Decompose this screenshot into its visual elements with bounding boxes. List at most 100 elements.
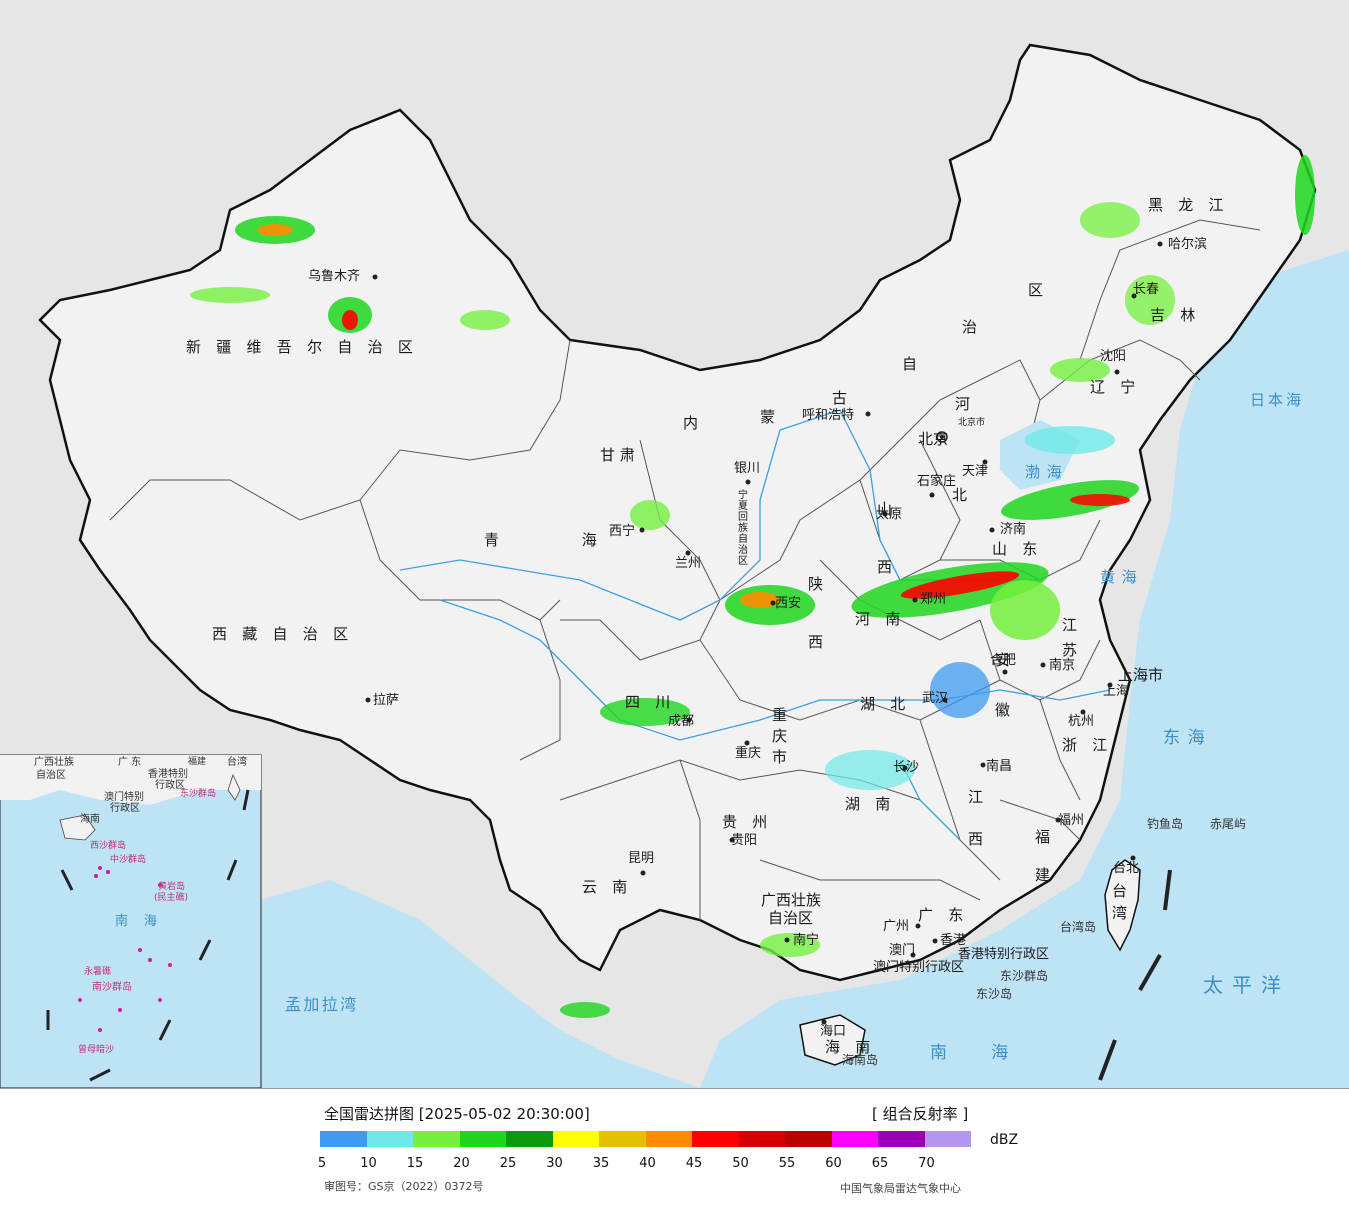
province-gansu: 甘 肃 [600, 446, 635, 464]
province-guangdong: 广 东 [918, 906, 969, 924]
legend-color-swatch [785, 1131, 832, 1147]
inset-xisha: 西沙群岛 [90, 841, 127, 851]
city-changchun: 长春 [1133, 282, 1160, 297]
echo-xinjiang-east [460, 310, 510, 330]
sea-nanhai: 南海 [930, 1043, 1053, 1063]
echo-shandong-core [1070, 494, 1130, 506]
sea-inset-nanhai: 南 海 [115, 914, 163, 929]
legend-tick-label: 10 [360, 1156, 377, 1171]
city-taibei: 台北 [1113, 861, 1140, 876]
echo-hebei [1025, 426, 1115, 454]
legend-tick-label: 45 [685, 1156, 703, 1171]
legend-tick-label: 25 [499, 1156, 517, 1171]
city-lanzhou: 兰州 [675, 556, 702, 571]
province-zhejiang: 浙 江 [1062, 736, 1113, 754]
inset-yongshu: 永暑礁 [84, 967, 112, 977]
province-shandong: 山 东 [992, 540, 1043, 558]
legend-color-swatch [413, 1131, 460, 1147]
province-chongqing: 重 庆 市 [772, 706, 788, 766]
province-neimenggu-1: 区 [1028, 281, 1044, 299]
sea-bohai: 渤海 [1025, 463, 1069, 481]
city-nanchang: 南昌 [986, 759, 1013, 774]
legend-color-swatch [320, 1131, 367, 1147]
legend-tick-label: 15 [406, 1156, 424, 1171]
legend-tick-label: 60 [825, 1156, 842, 1171]
legend-color-swatch [645, 1131, 692, 1147]
legend-product: [ 组合反射率 ] [872, 1105, 969, 1123]
china-mainland [38, 43, 1317, 982]
province-hubei: 湖 北 [860, 695, 911, 713]
island-dongsha-dao: 东沙岛 [976, 987, 1013, 1001]
city-chongqing: 重庆 [735, 746, 762, 761]
city-hangzhou: 杭州 [1068, 714, 1095, 729]
legend-color-swatch [459, 1131, 506, 1147]
legend-tick-label: 40 [639, 1156, 656, 1171]
city-wulumuqi: 乌鲁木齐 [308, 269, 361, 284]
echo-qinghai [630, 500, 670, 530]
legend-color-swatch [878, 1131, 925, 1147]
province-hainan: 海 南 [825, 1038, 876, 1056]
island-hainandao: 海南岛 [842, 1053, 879, 1067]
echo-shaanxi-core [740, 592, 780, 608]
south-china-sea-inset [0, 754, 262, 1088]
city-chengdu: 成都 [668, 714, 695, 729]
sar-xianggang: 香港特别行政区 [958, 947, 1050, 962]
island-diaoyu: 钓鱼岛 [1147, 817, 1184, 831]
sea-mengjiala: 孟加拉湾 [285, 995, 359, 1014]
sea-huanghai: 黄海 [1100, 568, 1144, 586]
province-heilongjiang: 黑 龙 江 [1148, 196, 1229, 214]
province-anhui: 安 徽 [995, 651, 1011, 719]
inset-taiwan: 台湾 [227, 757, 247, 768]
sea-taipingyang: 太平洋 [1203, 973, 1290, 997]
city-changsha: 长沙 [893, 760, 920, 775]
legend-approval: 审图号：GS京（2022）0372号 [324, 1180, 484, 1193]
province-hunan: 湖 南 [845, 795, 896, 813]
city-guangzhou: 广州 [883, 919, 910, 934]
city-hefei: 合肥 [990, 653, 1017, 668]
echo-hunan [825, 750, 915, 790]
legend-tick-label: 55 [778, 1156, 796, 1171]
inset-hk2: 行政区 [155, 780, 185, 791]
legend-tick-label: 50 [732, 1156, 749, 1171]
city-wuhan: 武汉 [922, 691, 949, 706]
city-guiyang: 贵阳 [731, 833, 758, 848]
echo-jilin [1125, 275, 1175, 325]
inset-huangyan2: (民主礁) [154, 893, 189, 903]
inset-zhongsha: 中沙群岛 [110, 855, 147, 865]
radar-echoes [190, 155, 1315, 1018]
province-shanghai: 上海市 [1118, 666, 1164, 684]
inset-hainan: 海南 [80, 814, 100, 825]
legend-panel [0, 1088, 1349, 1209]
city-beijing: 北京 [918, 430, 949, 448]
city-markers [365, 241, 1163, 1025]
city-aomen: 澳门 [889, 943, 916, 958]
inset-nansha: 南沙群岛 [92, 982, 132, 993]
city-beijingshi: 北京市 [958, 418, 986, 428]
hainan-island [799, 1014, 866, 1066]
city-lasa: 拉萨 [373, 693, 400, 708]
inset-zizhiqu: 自治区 [36, 770, 66, 781]
legend-unit: dBZ [990, 1132, 1019, 1148]
legend-tick-label: 30 [546, 1156, 563, 1171]
inset-macau: 澳门特别 [104, 792, 144, 803]
city-shijiazhuang: 石家庄 [917, 474, 957, 489]
sea-donghai: 东海 [1163, 728, 1213, 748]
province-neimenggu-3: 自 [902, 355, 918, 373]
echo-heilongjiang [1080, 202, 1140, 238]
inset-fujian: 福建 [188, 757, 207, 767]
ocean-east [700, 250, 1349, 1088]
legend-color-swatch [552, 1131, 599, 1147]
province-liaoning: 辽 宁 [1090, 378, 1141, 396]
legend-credit: 中国气象局雷达气象中心 [840, 1182, 961, 1195]
sar-aomen: 澳门特别行政区 [873, 960, 965, 975]
province-hebei-2: 北 [952, 486, 968, 504]
city-shanghai: 上海 [1103, 684, 1130, 699]
city-xianggang: 香港 [940, 933, 967, 948]
echo-guangxi [760, 933, 820, 957]
province-xizang: 西 藏 自 治 区 [212, 625, 354, 643]
province-qinghai: 青 海 [484, 531, 636, 549]
city-nanning: 南宁 [793, 933, 820, 948]
legend-tick-label: 5 [317, 1156, 327, 1171]
province-ningxia: 宁夏回族自治区 [738, 490, 748, 567]
province-jilin: 吉 林 [1150, 306, 1201, 324]
